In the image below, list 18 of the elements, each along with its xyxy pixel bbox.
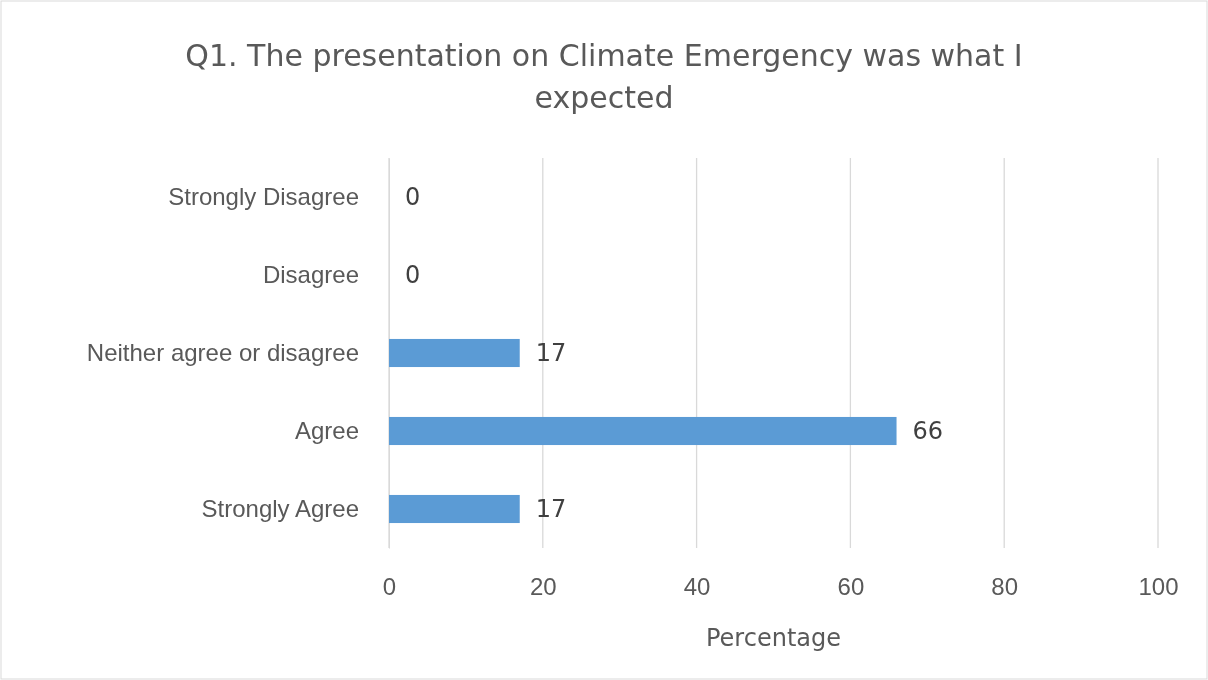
x-tick-label: 100 xyxy=(1138,573,1179,601)
y-tick-label: Strongly Disagree xyxy=(168,182,359,210)
y-tick-label: Disagree xyxy=(262,260,359,288)
x-tick-label: 0 xyxy=(382,573,397,601)
x-tick-label: 60 xyxy=(837,573,865,601)
y-tick-label: Agree xyxy=(294,416,359,444)
x-tick-label: 20 xyxy=(529,573,557,601)
y-tick-label: Neither agree or disagree xyxy=(86,338,359,366)
x-axis-title: Percentage xyxy=(705,624,842,652)
x-tick-label: 40 xyxy=(683,573,711,601)
data-label: 0 xyxy=(405,183,421,212)
data-label: 66 xyxy=(912,417,944,446)
y-tick-label: Strongly Agree xyxy=(201,494,359,522)
data-label: 0 xyxy=(405,261,421,290)
chart-title: Q1. The presentation on Climate Emergency was what I expected xyxy=(185,38,1023,115)
data-label: 17 xyxy=(535,339,567,368)
data-label: 17 xyxy=(535,495,567,524)
x-tick-label: 80 xyxy=(991,573,1019,601)
